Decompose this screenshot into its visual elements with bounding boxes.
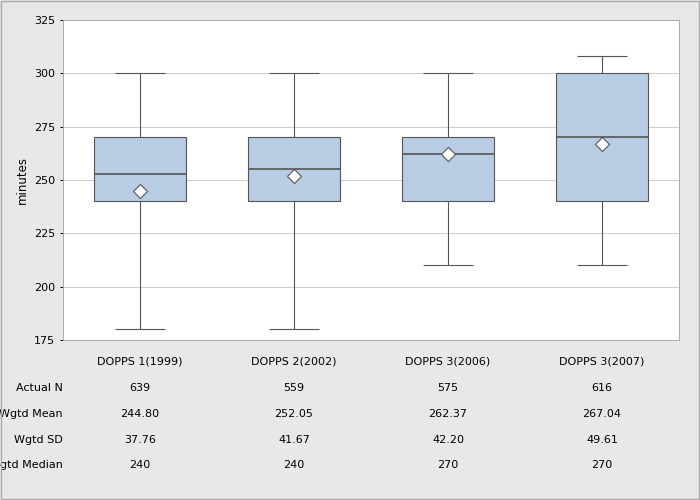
Text: DOPPS 2(2002): DOPPS 2(2002): [251, 357, 337, 367]
Text: DOPPS 1(1999): DOPPS 1(1999): [97, 357, 183, 367]
Bar: [402, 138, 494, 202]
Text: 41.67: 41.67: [278, 435, 310, 445]
Bar: [556, 74, 648, 202]
Text: Actual N: Actual N: [16, 383, 63, 393]
Text: 37.76: 37.76: [124, 435, 156, 445]
Text: 270: 270: [592, 460, 612, 470]
Text: 252.05: 252.05: [274, 409, 314, 419]
Bar: [248, 138, 340, 202]
Y-axis label: minutes: minutes: [15, 156, 29, 204]
Text: DOPPS 3(2006): DOPPS 3(2006): [405, 357, 491, 367]
Text: 559: 559: [284, 383, 304, 393]
Text: 267.04: 267.04: [582, 409, 622, 419]
Bar: [94, 138, 186, 202]
Text: 240: 240: [130, 460, 150, 470]
Text: 575: 575: [438, 383, 458, 393]
Text: 244.80: 244.80: [120, 409, 160, 419]
Text: 240: 240: [284, 460, 304, 470]
Text: DOPPS 3(2007): DOPPS 3(2007): [559, 357, 645, 367]
Text: 262.37: 262.37: [428, 409, 468, 419]
Text: Wgtd Median: Wgtd Median: [0, 460, 63, 470]
Text: 616: 616: [592, 383, 612, 393]
Text: 270: 270: [438, 460, 458, 470]
Text: Wgtd Mean: Wgtd Mean: [0, 409, 63, 419]
Text: Wgtd SD: Wgtd SD: [14, 435, 63, 445]
Text: 42.20: 42.20: [432, 435, 464, 445]
Text: 639: 639: [130, 383, 150, 393]
Text: 49.61: 49.61: [586, 435, 618, 445]
